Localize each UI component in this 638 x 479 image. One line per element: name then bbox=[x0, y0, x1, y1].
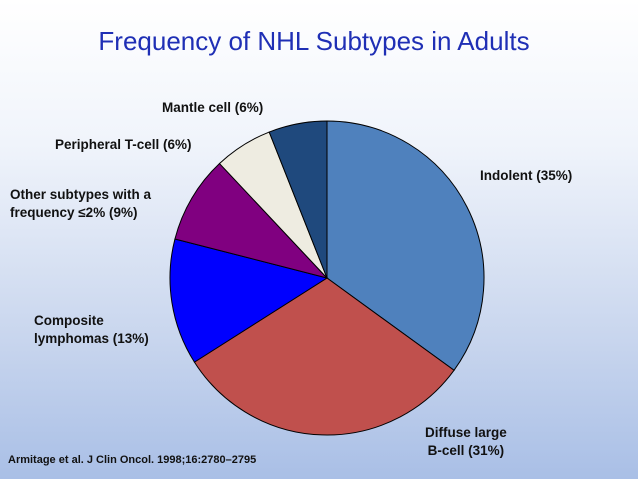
pie-slices bbox=[169, 120, 485, 436]
slice-label-diffuse-large-b-cell: Diffuse large B-cell (31%) bbox=[425, 425, 507, 458]
slice-label-composite-lymphomas: Composite lymphomas (13%) bbox=[34, 313, 149, 346]
pie-slice-0 bbox=[326, 120, 485, 371]
pie-slice-5 bbox=[268, 120, 328, 279]
source-citation: Armitage et al. J Clin Oncol. 1998;16:27… bbox=[8, 454, 257, 466]
pie-slice-3 bbox=[174, 162, 329, 279]
slice-label-mantle-cell: Mantle cell (6%) bbox=[162, 100, 264, 115]
chart-title: Frequency of NHL Subtypes in Adults bbox=[98, 26, 530, 56]
pie-slice-1 bbox=[193, 277, 455, 436]
slice-label-peripheral-t-cell: Peripheral T-cell (6%) bbox=[55, 137, 192, 152]
pie-slice-2 bbox=[169, 238, 329, 363]
slice-label-other-subtypes: Other subtypes with a frequency ≤2% (9%) bbox=[10, 187, 152, 220]
slice-label-indolent: Indolent (35%) bbox=[480, 168, 573, 183]
